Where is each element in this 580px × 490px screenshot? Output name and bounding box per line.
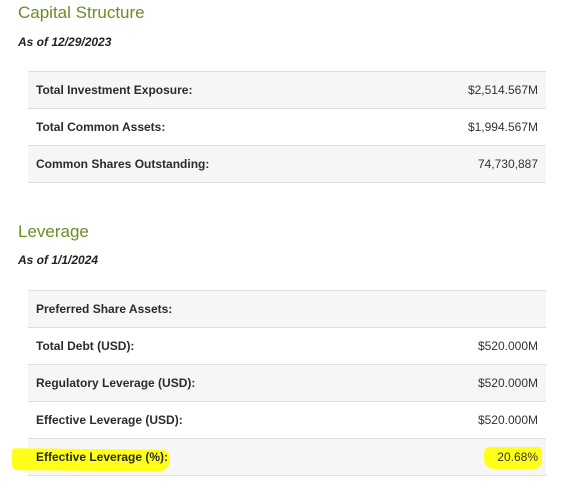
leverage-as-of: As of 1/1/2024 <box>18 253 99 267</box>
table-row: Effective Leverage (USD): $520.000M <box>28 402 546 439</box>
table-row: Common Shares Outstanding: 74,730,887 <box>28 146 546 183</box>
row-label: Regulatory Leverage (USD): <box>36 376 196 390</box>
row-value: $1,994.567M <box>467 120 538 134</box>
row-label: Total Common Assets: <box>36 120 166 134</box>
row-label: Effective Leverage (USD): <box>36 413 183 427</box>
capital-structure-as-of: As of 12/29/2023 <box>18 35 112 49</box>
value-highlight-mark <box>484 447 542 469</box>
table-row: Total Common Assets: $1,994.567M <box>28 109 546 146</box>
row-label: Preferred Share Assets: <box>36 302 173 316</box>
table-row: Total Investment Exposure: $2,514.567M <box>28 72 546 109</box>
row-value: $520.000M <box>477 376 538 390</box>
leverage-title: Leverage <box>18 222 89 241</box>
row-value: $520.000M <box>477 339 538 353</box>
row-label: Common Shares Outstanding: <box>36 157 210 171</box>
table-row-highlighted: Effective Leverage (%): 20.68% <box>11 439 546 476</box>
row-label: Total Investment Exposure: <box>36 83 193 97</box>
leverage-table: Preferred Share Assets: Total Debt (USD)… <box>11 290 546 476</box>
row-value: 20.68% <box>497 450 538 464</box>
row-label: Total Debt (USD): <box>36 339 135 353</box>
row-value: 74,730,887 <box>477 157 538 171</box>
row-value: $2,514.567M <box>467 83 538 97</box>
table-row: Total Debt (USD): $520.000M <box>28 328 546 365</box>
table-row: Preferred Share Assets: <box>28 291 546 328</box>
capital-structure-table: Total Investment Exposure: $2,514.567M T… <box>28 71 546 183</box>
table-row: Regulatory Leverage (USD): $520.000M <box>28 365 546 402</box>
row-value: $520.000M <box>477 413 538 427</box>
capital-structure-title: Capital Structure <box>18 3 145 22</box>
row-label: Effective Leverage (%): <box>36 450 169 464</box>
